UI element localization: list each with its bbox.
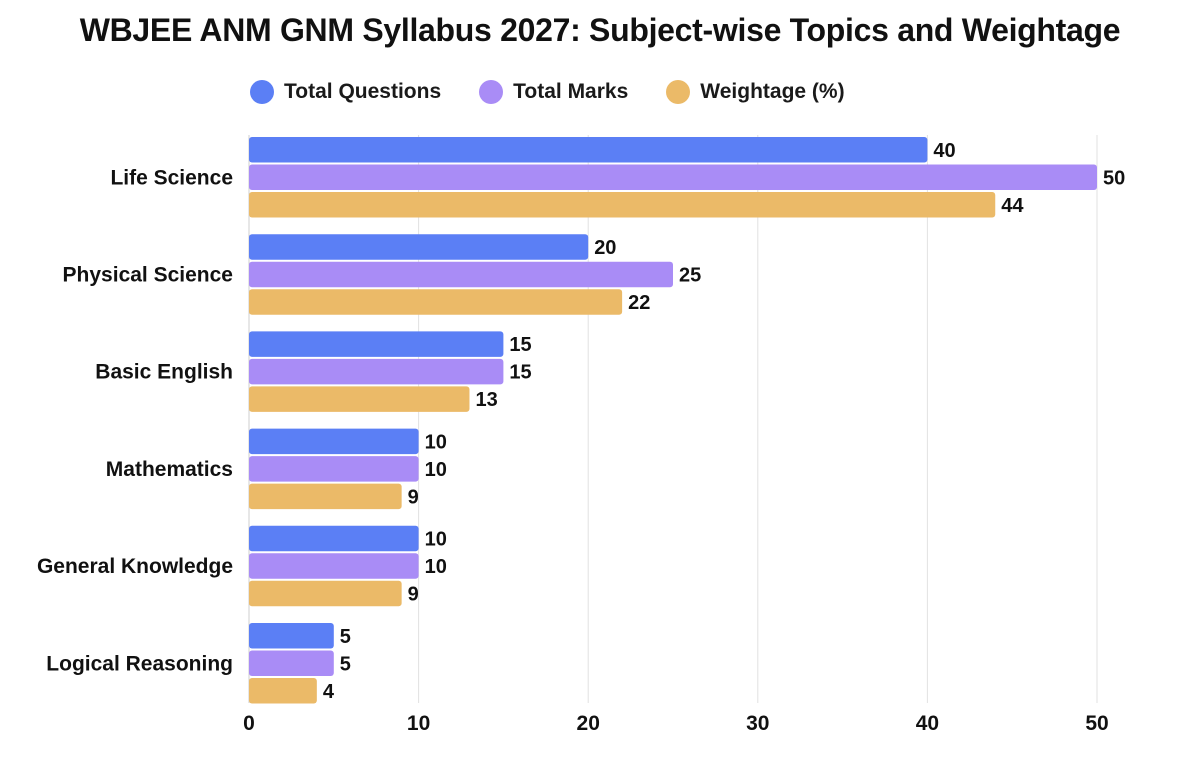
bar-mathematics-total-marks: [249, 456, 419, 482]
bar-general-knowledge-weightage: [249, 580, 402, 607]
value-label-physical-science-weightage: 22: [628, 292, 650, 314]
bar-physical-science-total-questions: [249, 234, 589, 260]
value-label-general-knowledge-total-questions: 10: [425, 529, 447, 551]
category-label-basic-english: Basic English: [95, 361, 233, 384]
bar-physical-science-total-marks: [249, 261, 673, 288]
category-label-logical-reasoning: Logical Reasoning: [46, 652, 233, 675]
value-label-mathematics-total-questions: 10: [425, 431, 447, 453]
bar-logical-reasoning-weightage: [249, 678, 317, 704]
value-label-logical-reasoning-total-marks: 5: [340, 653, 351, 675]
bar-life-science-total-marks: [249, 164, 1097, 190]
legend-label-total-marks: Total Marks: [513, 80, 629, 103]
x-tick-label-0: 0: [243, 712, 255, 735]
legend: Total Questions Total Marks Weightage (%…: [250, 80, 883, 104]
bar-basic-english-total-marks: [249, 358, 504, 385]
x-tick-label-30: 30: [746, 712, 769, 735]
value-label-logical-reasoning-weightage: 4: [323, 681, 335, 703]
x-tick-label-40: 40: [916, 712, 939, 735]
bar-life-science-weightage: [249, 192, 996, 218]
category-label-mathematics: Mathematics: [106, 458, 233, 481]
value-label-mathematics-weightage: 9: [408, 486, 419, 508]
category-label-physical-science: Physical Science: [63, 263, 233, 286]
value-label-physical-science-total-marks: 25: [679, 264, 701, 286]
bar-physical-science-weightage: [249, 289, 623, 315]
x-tick-label-10: 10: [407, 712, 430, 735]
bar-basic-english-total-questions: [249, 331, 504, 357]
x-tick-label-50: 50: [1085, 712, 1108, 735]
bar-logical-reasoning-total-questions: [249, 623, 334, 649]
legend-item-total-questions: Total Questions: [250, 80, 441, 104]
bar-general-knowledge-total-questions: [249, 525, 419, 552]
value-label-basic-english-weightage: 13: [475, 389, 497, 411]
legend-label-weightage: Weightage (%): [700, 80, 845, 103]
value-label-general-knowledge-weightage: 9: [408, 584, 419, 606]
value-label-basic-english-total-marks: 15: [509, 362, 531, 384]
legend-swatch-total-marks: [479, 80, 504, 104]
value-label-life-science-total-questions: 40: [933, 140, 955, 162]
category-label-general-knowledge: General Knowledge: [37, 555, 233, 578]
legend-item-weightage: Weightage (%): [666, 80, 845, 104]
value-label-physical-science-total-questions: 20: [594, 237, 616, 259]
category-label-life-science: Life Science: [110, 166, 233, 189]
bar-general-knowledge-total-marks: [249, 553, 419, 579]
legend-item-total-marks: Total Marks: [479, 80, 628, 104]
bar-basic-english-weightage: [249, 386, 470, 412]
bar-life-science-total-questions: [249, 137, 928, 163]
value-label-general-knowledge-total-marks: 10: [425, 556, 447, 578]
legend-swatch-weightage: [666, 80, 691, 104]
value-label-basic-english-total-questions: 15: [509, 334, 531, 356]
legend-label-total-questions: Total Questions: [284, 80, 442, 103]
chart-title: WBJEE ANM GNM Syllabus 2027: Subject-wis…: [79, 12, 1121, 48]
value-label-life-science-total-marks: 50: [1103, 167, 1125, 189]
value-label-life-science-weightage: 44: [1001, 195, 1024, 217]
value-label-logical-reasoning-total-questions: 5: [340, 626, 351, 648]
value-label-mathematics-total-marks: 10: [425, 459, 447, 481]
bar-mathematics-total-questions: [249, 428, 419, 455]
bar-mathematics-weightage: [249, 483, 402, 510]
bar-logical-reasoning-total-marks: [249, 650, 334, 676]
x-tick-label-20: 20: [577, 712, 600, 735]
legend-swatch-total-questions: [250, 80, 274, 104]
